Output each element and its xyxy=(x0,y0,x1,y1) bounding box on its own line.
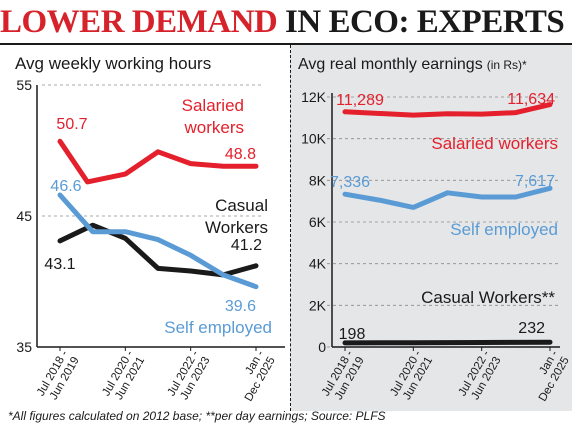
y-tick-label: 0 xyxy=(318,339,326,355)
working-hours-chart-title: Avg weekly working hours xyxy=(15,54,211,73)
series-name-label: Self employed xyxy=(164,318,272,337)
first-value-label: 198 xyxy=(339,326,366,343)
y-tick-label: 2K xyxy=(309,297,327,313)
y-tick-label: 10K xyxy=(301,131,327,147)
first-value-label: 11,289 xyxy=(336,92,384,109)
series-line-self-employed xyxy=(342,185,553,210)
series-lines xyxy=(57,138,259,290)
series-line-salaried-workers xyxy=(57,138,259,185)
series-name-label: Casual xyxy=(215,196,268,215)
headline-accent: LOWER DEMAND xyxy=(0,4,278,40)
y-tick-label: 4K xyxy=(309,256,327,272)
headline-rest: IN ECO: EXPERTS xyxy=(285,4,565,40)
last-value-label: 7,617 xyxy=(515,173,555,190)
series-line-casual-workers xyxy=(342,339,553,346)
earnings-title-unit: (in Rs)* xyxy=(487,58,527,72)
x-tick-label: Jul 2022 -Jun 2023 xyxy=(166,348,213,404)
series-name-label: Casual Workers** xyxy=(421,288,555,307)
series-name-label: Self employed xyxy=(450,220,558,239)
headline: LOWER DEMAND IN ECO: EXPERTS xyxy=(0,0,565,43)
data-labels: 50.7 48.8 Salaried workers 43.1 41.2 Casual Wor… xyxy=(44,96,272,337)
headline-rule xyxy=(0,43,572,45)
x-tick-label: Jan -Dec 2025 xyxy=(526,348,572,403)
last-value-label: 11,634 xyxy=(507,91,555,108)
y-tick-label: 45 xyxy=(16,208,32,224)
working-hours-chart: Avg weekly working hours 35 45 55 Jul 2018… xyxy=(15,54,285,404)
y-tick-label: 8K xyxy=(309,172,327,188)
x-tick-label: Jul 2018 -Jun 2019 xyxy=(320,348,367,404)
x-tick-label: Jul 2018 -Jun 2019 xyxy=(35,348,82,404)
x-axis-ticks: Jul 2018 -Jun 2019 Jul 2020 -Jun 2021 Jul … xyxy=(320,347,572,404)
first-value-label: 50.7 xyxy=(56,116,87,133)
x-tick-label: Jan -Dec 2025 xyxy=(232,348,278,403)
series-name-label: Salaried xyxy=(182,96,244,115)
y-axis-ticks: 0 2K 4K 6K 8K 10K 12K xyxy=(301,89,327,355)
last-value-label: 232 xyxy=(518,320,545,337)
earnings-chart: Avg real monthly earnings (in Rs)* 0 2K 4K 6… xyxy=(298,56,572,404)
x-tick-label: Jul 2020 -Jun 2021 xyxy=(100,348,147,404)
footnote: *All figures calculated on 2012 base; **… xyxy=(8,409,386,423)
series-line-self-employed xyxy=(57,192,259,290)
y-axis-ticks: 35 45 55 xyxy=(16,77,32,355)
earnings-title-main: Avg real monthly earnings xyxy=(298,56,483,73)
earnings-panel-background xyxy=(290,45,572,411)
first-value-label: 46.6 xyxy=(50,178,81,195)
series-name-label: Salaried workers xyxy=(431,134,558,153)
last-value-label: 39.6 xyxy=(225,298,256,315)
series-name-label: Workers xyxy=(205,218,268,237)
first-value-label: 7,336 xyxy=(330,174,370,191)
y-tick-label: 6K xyxy=(309,214,327,230)
last-value-label: 48.8 xyxy=(225,146,256,163)
earnings-chart-title: Avg real monthly earnings (in Rs)* xyxy=(298,56,527,73)
first-value-label: 43.1 xyxy=(44,256,75,273)
x-axis-ticks: Jul 2018 -Jun 2019 Jul 2020 -Jun 2021 Jul … xyxy=(35,347,278,404)
series-lines xyxy=(342,102,553,346)
x-tick-label: Jul 2022 -Jun 2023 xyxy=(457,348,504,404)
last-value-label: 41.2 xyxy=(231,237,262,254)
y-tick-label: 12K xyxy=(301,89,327,105)
series-line-salaried-workers xyxy=(342,102,553,118)
series-name-label: workers xyxy=(183,118,244,137)
y-tick-label: 35 xyxy=(16,339,32,355)
x-tick-label: Jul 2020 -Jun 2021 xyxy=(388,348,435,404)
y-tick-label: 55 xyxy=(16,77,32,93)
panel-divider xyxy=(290,45,291,411)
data-labels: 11,289 11,634 Salaried workers 7,336 7,617 Se… xyxy=(330,91,558,343)
